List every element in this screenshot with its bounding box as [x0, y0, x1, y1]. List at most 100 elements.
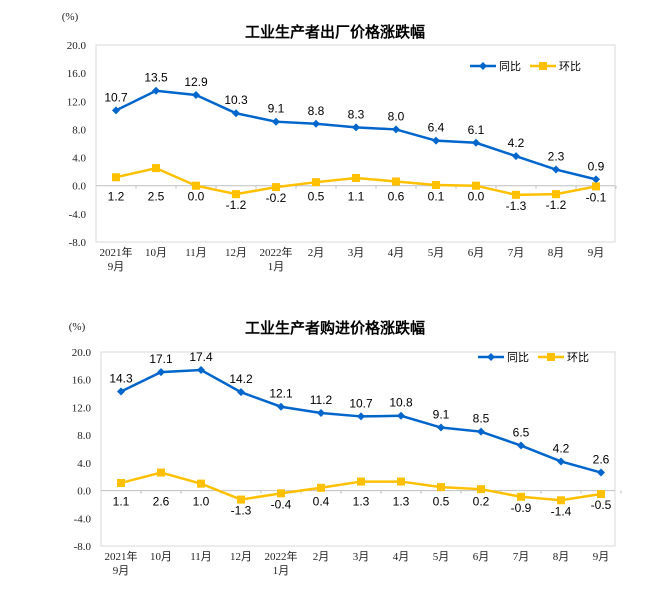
- data-label-mom: 2.5: [148, 190, 165, 204]
- legend-marker: [539, 62, 547, 70]
- data-point-mom: [317, 483, 325, 492]
- data-point-yoy: [592, 175, 600, 184]
- data-label-yoy: 10.7: [349, 396, 373, 410]
- x-tick-label: 9月: [588, 247, 605, 259]
- data-label-mom: -0.2: [266, 191, 287, 205]
- data-label-mom: 0.0: [188, 190, 205, 204]
- data-label-mom: -1.2: [546, 198, 567, 212]
- y-tick-label: 16.0: [67, 68, 87, 80]
- data-label-yoy: 14.2: [229, 372, 253, 386]
- data-label-mom: 2.6: [153, 495, 170, 509]
- data-point-mom: [472, 181, 480, 190]
- data-label-yoy: 0.9: [588, 159, 605, 173]
- data-point-yoy: [272, 117, 280, 126]
- x-tick-label: 4月: [393, 551, 410, 563]
- data-label-yoy: 6.1: [468, 123, 485, 137]
- x-tick-label: 11月: [190, 551, 212, 563]
- data-point-mom: [352, 173, 360, 182]
- data-point-yoy: [312, 119, 320, 128]
- data-point-mom: [517, 492, 525, 501]
- data-label-yoy: 11.2: [310, 393, 333, 407]
- data-point-mom: [272, 183, 280, 192]
- data-point-yoy: [597, 468, 605, 477]
- data-point-mom: [277, 489, 285, 498]
- data-point-mom: [357, 477, 365, 486]
- data-label-yoy: 13.5: [144, 71, 168, 85]
- data-point-mom: [117, 478, 125, 487]
- data-point-yoy: [317, 408, 325, 417]
- data-point-yoy: [197, 366, 205, 375]
- data-point-yoy: [477, 427, 485, 436]
- data-point-mom: [157, 468, 165, 477]
- legend-marker: [487, 353, 495, 361]
- data-label-mom: 1.0: [193, 495, 210, 509]
- x-tick-label: 6月: [473, 551, 490, 563]
- x-tick-label: 8月: [548, 247, 565, 259]
- data-label-mom: -1.3: [506, 199, 527, 213]
- y-tick-label: -8.0: [74, 541, 92, 553]
- data-label-mom: -0.1: [586, 190, 607, 204]
- x-tick-label: 9月: [113, 565, 130, 577]
- data-point-mom: [477, 485, 485, 494]
- data-label-yoy: 4.2: [508, 136, 525, 150]
- data-point-mom: [192, 181, 200, 190]
- data-label-mom: -1.2: [226, 198, 247, 212]
- data-point-yoy: [357, 412, 365, 421]
- data-point-mom: [392, 177, 400, 186]
- data-label-yoy: 9.1: [433, 408, 450, 422]
- legend-label: 同比: [507, 351, 529, 364]
- data-label-yoy: 17.4: [189, 350, 213, 364]
- data-label-yoy: 6.5: [513, 426, 530, 440]
- data-label-yoy: 12.1: [269, 387, 293, 401]
- data-label-mom: -0.5: [591, 498, 612, 512]
- data-label-yoy: 10.3: [224, 93, 248, 107]
- data-label-mom: 1.2: [108, 190, 125, 204]
- data-point-mom: [597, 490, 605, 499]
- data-point-mom: [437, 483, 445, 492]
- data-label-mom: 0.5: [308, 190, 325, 204]
- data-point-yoy: [437, 423, 445, 432]
- data-label-mom: 0.0: [468, 190, 485, 204]
- x-tick-label: 8月: [553, 551, 570, 563]
- x-tick-label: 7月: [508, 247, 525, 259]
- plot-area: [95, 44, 616, 243]
- y-tick-label: 4.0: [72, 153, 86, 165]
- data-point-yoy: [237, 388, 245, 397]
- data-point-mom: [432, 181, 440, 190]
- x-tick-label: 4月: [388, 247, 405, 259]
- y-tick-label: 12.0: [67, 96, 87, 108]
- y-tick-label: 0.0: [72, 181, 86, 193]
- chart-1: 工业生产者出厂价格涨跌幅 (%) 20.0 16.0 12.0 8.0 4.0 0.0 -4.0…: [62, 11, 617, 273]
- y-tick-label: -8.0: [69, 237, 87, 249]
- y-tick-label: 4.0: [77, 458, 91, 470]
- data-point-mom: [552, 190, 560, 199]
- x-tick-label: 12月: [230, 551, 252, 563]
- x-tick-label: 2022年: [260, 245, 293, 259]
- data-point-yoy: [232, 109, 240, 118]
- legend-marker: [547, 353, 555, 361]
- data-point-yoy: [557, 457, 565, 466]
- data-label-yoy: 10.7: [104, 90, 128, 104]
- data-point-mom: [152, 164, 160, 173]
- data-point-yoy: [192, 90, 200, 99]
- data-point-yoy: [277, 402, 285, 411]
- data-label-mom: 1.1: [348, 190, 365, 204]
- y-tick-label: -4.0: [74, 513, 92, 525]
- x-tick-label: 11月: [185, 247, 207, 259]
- data-label-mom: 0.5: [433, 495, 450, 509]
- data-label-yoy: 4.2: [553, 441, 570, 455]
- y-tick-label: 0.0: [77, 486, 91, 498]
- data-label-mom: 0.2: [473, 495, 490, 509]
- data-point-yoy: [152, 86, 160, 95]
- x-tick-label: 3月: [348, 247, 365, 259]
- data-point-yoy: [112, 106, 120, 115]
- data-point-mom: [237, 495, 245, 504]
- x-tick-label: 1月: [273, 565, 290, 577]
- x-tick-label: 12月: [225, 247, 247, 259]
- data-label-mom: 0.4: [313, 495, 330, 509]
- data-point-mom: [112, 173, 120, 182]
- chart-title: 工业生产者购进价格涨跌幅: [245, 319, 425, 337]
- data-point-mom: [592, 182, 600, 191]
- data-point-yoy: [517, 441, 525, 450]
